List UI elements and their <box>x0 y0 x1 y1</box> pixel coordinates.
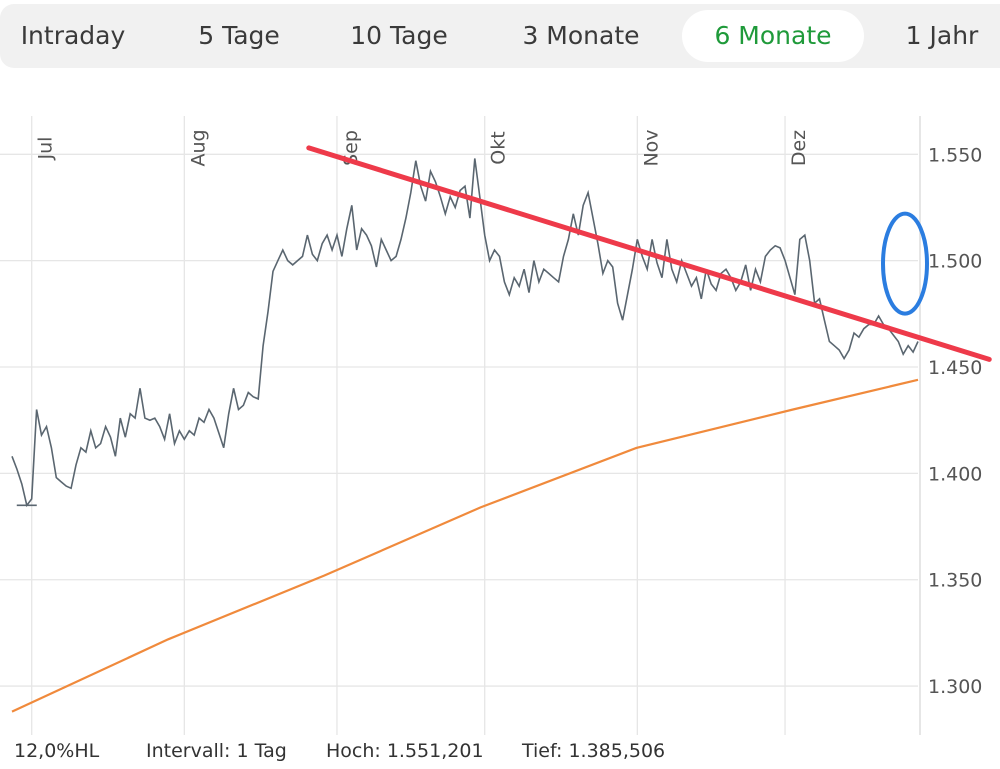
highlight-circle <box>881 211 929 316</box>
price-line <box>11 158 919 508</box>
x-tick-label: Nov <box>640 129 662 166</box>
timeframe-tab-bar: Intraday 5 Tage 10 Tage 3 Monate 6 Monat… <box>0 4 1000 68</box>
y-tick-label: 1.500 <box>928 251 982 273</box>
interval-label: Intervall: 1 Tag <box>146 740 287 762</box>
low-label: Tief: 1.385,506 <box>522 740 666 762</box>
x-tick-label: Jul <box>35 137 57 161</box>
scale-label: 12,0%HL <box>14 740 100 762</box>
tab-5-tage[interactable]: 5 Tage <box>198 21 280 50</box>
tab-6-monate[interactable]: 6 Monate <box>682 10 864 62</box>
high-label: Hoch: 1.551,201 <box>326 740 484 762</box>
x-tick-label: Aug <box>187 129 209 166</box>
x-tick-label: Dez <box>788 130 810 166</box>
tab-intraday[interactable]: Intraday <box>20 21 126 50</box>
y-tick-label: 1.300 <box>928 676 982 698</box>
x-tick-label: Okt <box>488 131 510 164</box>
y-tick-label: 1.450 <box>928 357 982 379</box>
y-tick-label: 1.550 <box>928 144 982 166</box>
y-tick-label: 1.400 <box>928 463 982 485</box>
tab-1-jahr[interactable]: 1 Jahr <box>905 21 979 50</box>
trendline <box>306 145 992 362</box>
moving-average-line <box>11 378 919 713</box>
tab-10-tage[interactable]: 10 Tage <box>350 21 448 50</box>
tab-3-monate[interactable]: 3 Monate <box>522 21 640 50</box>
y-tick-label: 1.350 <box>928 570 982 592</box>
